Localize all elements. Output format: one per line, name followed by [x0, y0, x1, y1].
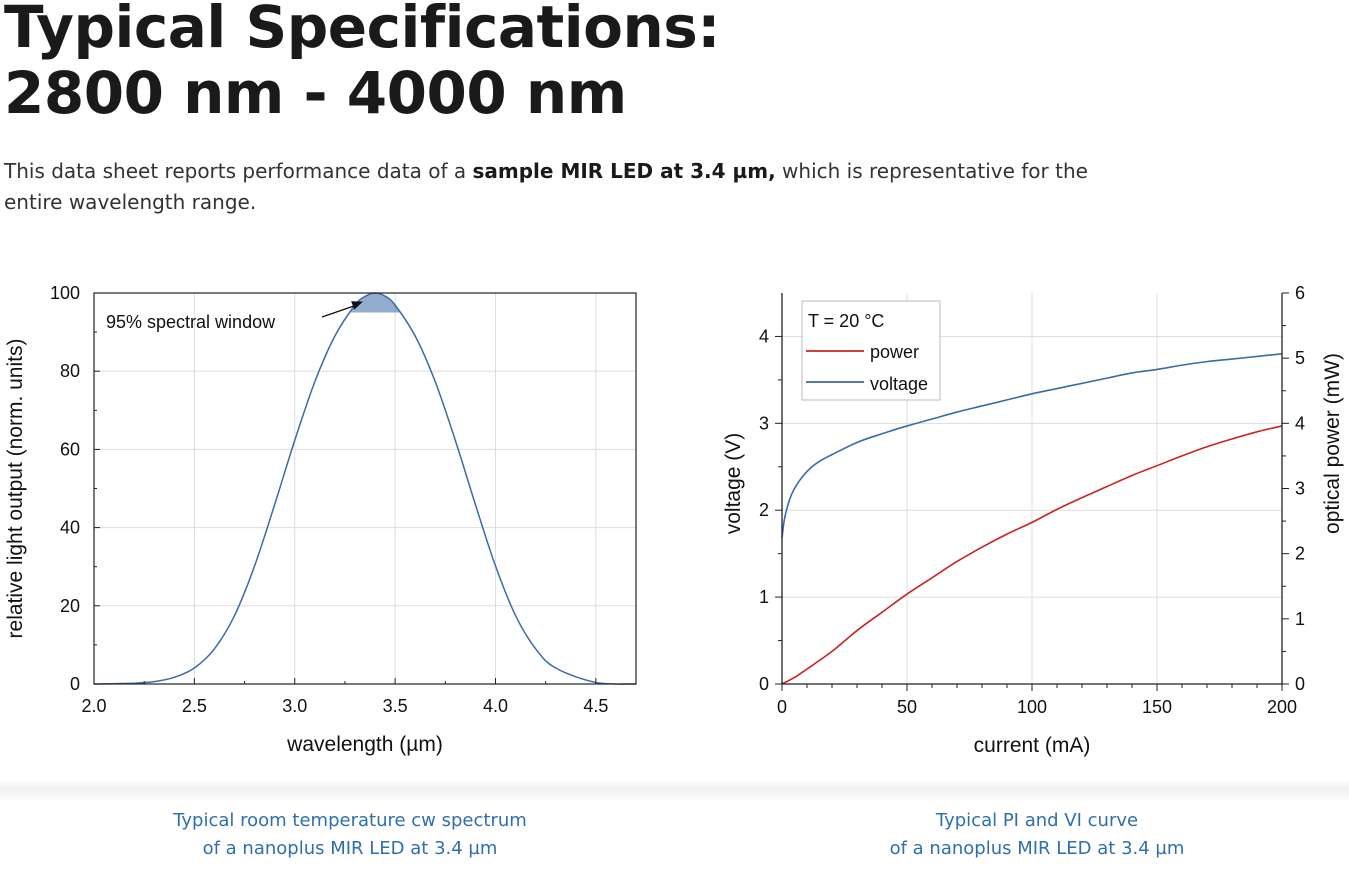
pi-vi-chart: 0 50 100 150 200 0 1 2 3 4 0 1 2 3 4 5 6 T = 20 °C power…: [722, 283, 1344, 757]
title-line-1: Typical Specifications:: [4, 0, 720, 61]
pi-vi-caption-line-2: of a nanoplus MIR LED at 3.4 µm: [889, 838, 1185, 859]
voltage-tick-label: 3: [759, 413, 769, 433]
pi-vi-x-tick-label: 50: [897, 697, 917, 717]
spectrum-ticks: 2.0 2.5 3.0 3.5 4.0 4.5 0 20 40 60 80 100: [50, 283, 608, 716]
legend: T = 20 °C power voltage: [801, 300, 941, 401]
optical-power-tick-label: 3: [1295, 479, 1305, 499]
spectrum-x-tick-label: 4.0: [483, 696, 508, 716]
spectrum-chart: 2.0 2.5 3.0 3.5 4.0 4.5 0 20 40 60 80 100 95% spect…: [4, 283, 637, 756]
spectrum-y-tick-label: 0: [70, 674, 80, 694]
voltage-axis-label: voltage (V): [722, 433, 745, 535]
optical-power-tick-label: 5: [1295, 348, 1305, 368]
page-title: Typical Specifications: 2800 nm - 4000 n…: [4, 0, 720, 126]
title-line-2: 2800 nm - 4000 nm: [4, 59, 627, 127]
intro-paragraph: This data sheet reports performance data…: [4, 156, 1104, 218]
spectrum-caption: Typical room temperature cw spectrum of …: [50, 807, 650, 863]
intro-text-end: which is representative for the entire w…: [4, 159, 1088, 214]
spectrum-y-axis-label: relative light output (norm. units): [4, 339, 27, 639]
voltage-tick-label: 1: [759, 587, 769, 607]
spectral-window-fill: [350, 293, 400, 313]
spectrum-caption-line-2: of a nanoplus MIR LED at 3.4 µm: [202, 838, 498, 859]
pi-vi-x-axis-label: current (mA): [974, 734, 1091, 757]
voltage-line: [781, 353, 1283, 539]
voltage-tick-label: 4: [759, 326, 769, 346]
power-line: [781, 425, 1283, 685]
spectrum-x-tick-label: 2.0: [81, 696, 106, 716]
spectrum-x-tick-label: 4.5: [583, 696, 608, 716]
optical-power-tick-label: 1: [1295, 609, 1305, 629]
spectrum-y-tick-label: 20: [60, 596, 80, 616]
voltage-tick-label: 2: [759, 500, 769, 520]
spectrum-y-tick-label: 100: [50, 283, 80, 303]
optical-power-axis-label: optical power (mW): [1321, 353, 1344, 534]
pi-vi-x-tick-label: 0: [777, 697, 787, 717]
pi-vi-ticks: 0 50 100 150 200 0 1 2 3 4 0 1 2 3 4 5 6: [759, 283, 1305, 717]
annotation-arrowhead-icon: [351, 301, 363, 310]
optical-power-tick-label: 6: [1295, 283, 1305, 303]
intro-text-bold: sample MIR LED at 3.4 µm,: [472, 159, 776, 183]
pi-vi-caption-line-1: Typical PI and VI curve: [935, 810, 1139, 831]
spectrum-x-tick-label: 2.5: [182, 696, 207, 716]
pi-vi-x-tick-label: 150: [1142, 697, 1172, 717]
spectrum-x-axis-label: wavelength (µm): [286, 733, 443, 756]
spectrum-line: [93, 292, 637, 685]
spectrum-caption-line-1: Typical room temperature cw spectrum: [173, 810, 527, 831]
spectral-window-annotation: 95% spectral window: [106, 312, 276, 332]
spectrum-x-tick-label: 3.0: [282, 696, 307, 716]
spectrum-y-tick-label: 80: [60, 361, 80, 381]
legend-power-label: power: [870, 342, 919, 362]
optical-power-tick-label: 4: [1295, 413, 1305, 433]
spectrum-x-tick-label: 3.5: [383, 696, 408, 716]
spectrum-y-tick-label: 40: [60, 518, 80, 538]
legend-voltage-label: voltage: [870, 374, 928, 394]
caption-divider-shadow: [0, 780, 1349, 802]
pi-vi-x-tick-label: 100: [1017, 697, 1047, 717]
voltage-tick-label: 0: [759, 674, 769, 694]
annotation-arrow: [321, 304, 356, 318]
optical-power-tick-label: 0: [1295, 674, 1305, 694]
pi-vi-x-tick-label: 200: [1267, 697, 1297, 717]
pi-vi-caption: Typical PI and VI curve of a nanoplus MI…: [737, 807, 1337, 863]
optical-power-tick-label: 2: [1295, 544, 1305, 564]
legend-title: T = 20 °C: [808, 311, 884, 331]
spectrum-y-tick-label: 60: [60, 439, 80, 459]
intro-text-start: This data sheet reports performance data…: [4, 159, 473, 183]
